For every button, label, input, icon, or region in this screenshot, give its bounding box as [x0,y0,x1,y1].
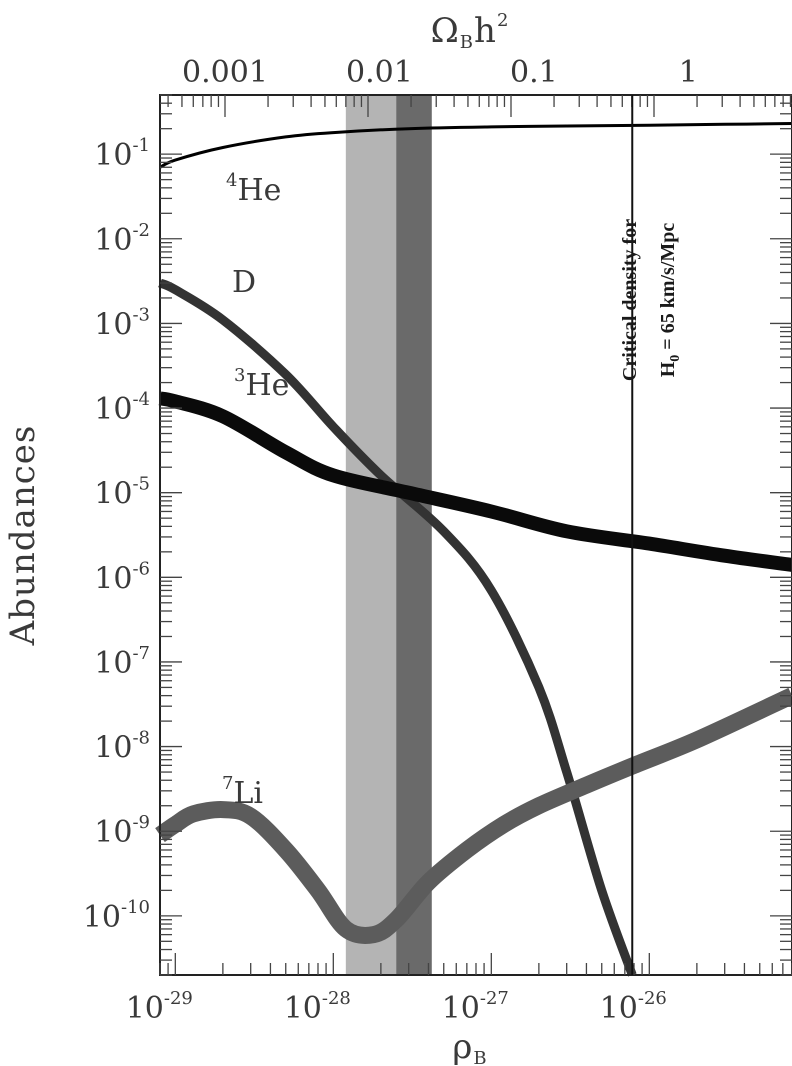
band-1 [345,95,397,975]
x-tick-label: 10-27 [442,988,509,1026]
x-axis-title-text: ρB [452,1027,487,1066]
curves [155,122,792,977]
y-tick-label: 10-7 [94,643,150,681]
x-tick-label: 10-29 [126,988,193,1026]
top-axis-title-text: ΩBh2 [431,10,510,53]
y-tick-label: 10-6 [94,558,150,596]
critical-density-label: Critical density for H0 = 65 km/s/Mpc [619,219,683,381]
axis-labels: 10-1 10-2 10-3 10-4 10-5 10-6 10-7 10-8 10-9 10-1… [83,55,698,1026]
curve-4He [159,122,792,169]
curve-7Li [155,687,792,944]
curve-label-D: D [232,265,256,300]
x2-tick-label: 0.1 [510,55,558,90]
y-tick-label: 10-1 [94,135,150,173]
top-axis-title: ΩBh2 [431,10,510,53]
curve-D [158,278,637,977]
x2-tick-label: 0.001 [182,55,268,90]
x2-tick-label: 1 [679,55,698,90]
y-tick-label: 10-8 [94,728,150,766]
y-tick-label: 10-9 [94,812,150,850]
axis-ticks [159,94,792,976]
y-tick-label: 10-2 [94,220,150,258]
x2-tick-label: 0.01 [346,55,413,90]
y-tick-label: 10-5 [94,474,150,512]
curve-label-4He: 4He [226,170,281,208]
y-tick-label: 10-10 [83,897,150,935]
curve-label-3He: 3He [234,365,289,403]
density-bands [345,95,432,975]
critical-density-label-line2: H0 = 65 km/s/Mpc [657,223,683,378]
curve-labels: 4He D 3He 7Li [222,170,289,811]
curve-label-7Li: 7Li [222,773,263,811]
x-axis-title: ρB [452,1027,487,1066]
curve-3He [158,391,792,572]
critical-density-label-line1: Critical density for [619,219,641,381]
y-tick-label: 10-3 [94,304,150,342]
x-tick-label: 10-28 [284,988,351,1026]
x-tick-label: 10-26 [600,988,667,1026]
band-2 [396,95,432,975]
y-tick-label: 10-4 [94,389,150,427]
y-axis-title: Abundances [3,425,43,647]
